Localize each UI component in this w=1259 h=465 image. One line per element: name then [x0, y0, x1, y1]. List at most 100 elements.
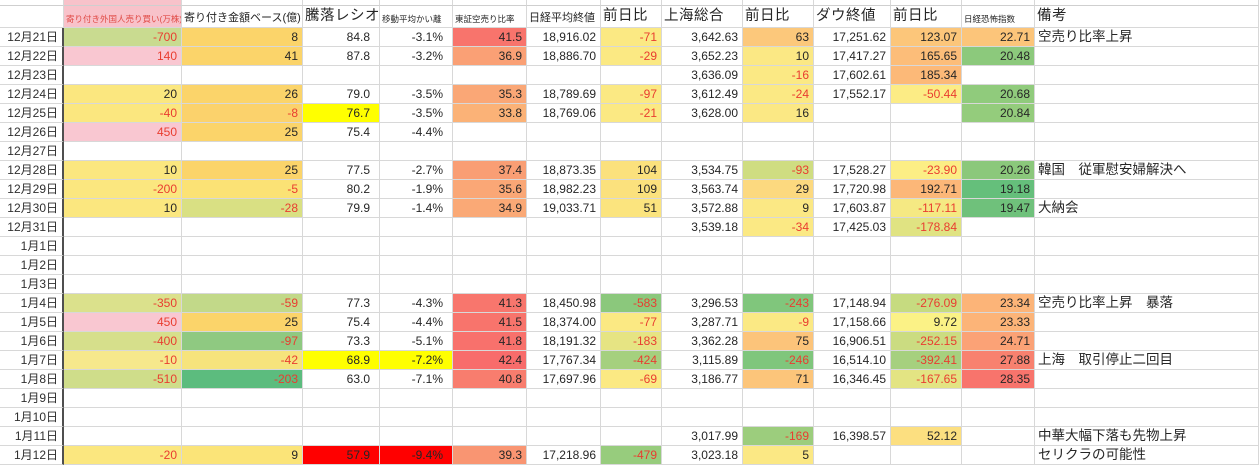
cell-ma-deviation[interactable]: -1.4%: [380, 199, 453, 218]
cell-dow-close[interactable]: 16,346.45: [814, 370, 891, 389]
cell-nikkei-close[interactable]: [527, 408, 601, 427]
cell-remarks[interactable]: [1035, 218, 1259, 237]
date-cell[interactable]: 12月22日: [0, 47, 64, 66]
date-cell[interactable]: 12月29日: [0, 180, 64, 199]
cell-shanghai-composite[interactable]: 3,642.63: [662, 28, 743, 47]
cell-open-amount-base[interactable]: -59: [182, 294, 303, 313]
cell-ma-deviation[interactable]: -3.2%: [380, 47, 453, 66]
cell-foreign-open-trades[interactable]: [64, 66, 182, 85]
cell-foreign-open-trades[interactable]: -20: [64, 446, 182, 465]
cell-dow-close[interactable]: 17,158.66: [814, 313, 891, 332]
cell-nikkei-change[interactable]: -479: [601, 446, 662, 465]
cell-dow-change[interactable]: -117.11: [891, 199, 962, 218]
cell-advance-decline-ratio[interactable]: 75.4: [303, 313, 380, 332]
cell-dow-change[interactable]: [891, 408, 962, 427]
date-cell[interactable]: 1月11日: [0, 427, 64, 446]
cell-advance-decline-ratio[interactable]: 79.0: [303, 85, 380, 104]
cell-open-amount-base[interactable]: -5: [182, 180, 303, 199]
cell-advance-decline-ratio[interactable]: [303, 237, 380, 256]
cell-dow-change[interactable]: [891, 446, 962, 465]
cell-shanghai-change[interactable]: [743, 123, 814, 142]
date-cell[interactable]: 12月21日: [0, 28, 64, 47]
cell-ma-deviation[interactable]: -3.1%: [380, 28, 453, 47]
cell-advance-decline-ratio[interactable]: 87.8: [303, 47, 380, 66]
cell-remarks[interactable]: [1035, 275, 1259, 294]
cell-foreign-open-trades[interactable]: [64, 389, 182, 408]
cell-nikkei-change[interactable]: [601, 408, 662, 427]
date-cell[interactable]: 12月30日: [0, 199, 64, 218]
cell-tse-short-ratio[interactable]: 36.9: [453, 47, 527, 66]
cell-ma-deviation[interactable]: [380, 218, 453, 237]
date-cell[interactable]: 1月4日: [0, 294, 64, 313]
cell-dow-close[interactable]: 17,602.61: [814, 66, 891, 85]
date-cell[interactable]: 12月24日: [0, 85, 64, 104]
cell-nikkei-change[interactable]: [601, 142, 662, 161]
cell-open-amount-base[interactable]: -203: [182, 370, 303, 389]
cell-tse-short-ratio[interactable]: [453, 142, 527, 161]
cell-remarks[interactable]: [1035, 313, 1259, 332]
cell-open-amount-base[interactable]: -42: [182, 351, 303, 370]
column-header-ma-deviation[interactable]: 移動平均かい離: [380, 6, 453, 28]
date-cell[interactable]: 1月9日: [0, 389, 64, 408]
column-header-open-amount-base[interactable]: 寄り付き金額ベース(億): [182, 6, 303, 28]
date-cell[interactable]: 1月1日: [0, 237, 64, 256]
date-cell[interactable]: 12月28日: [0, 161, 64, 180]
cell-ma-deviation[interactable]: -5.1%: [380, 332, 453, 351]
cell-open-amount-base[interactable]: 26: [182, 85, 303, 104]
cell-ma-deviation[interactable]: -1.9%: [380, 180, 453, 199]
cell-shanghai-change[interactable]: -16: [743, 66, 814, 85]
cell-nikkei-change[interactable]: [601, 256, 662, 275]
cell-dow-close[interactable]: 16,906.51: [814, 332, 891, 351]
cell-dow-change[interactable]: 123.07: [891, 28, 962, 47]
cell-shanghai-composite[interactable]: 3,534.75: [662, 161, 743, 180]
cell-nikkei-vix[interactable]: 23.33: [962, 313, 1035, 332]
cell-dow-change[interactable]: [891, 123, 962, 142]
cell-tse-short-ratio[interactable]: 35.6: [453, 180, 527, 199]
cell-shanghai-composite[interactable]: 3,362.28: [662, 332, 743, 351]
cell-shanghai-composite[interactable]: [662, 256, 743, 275]
date-cell[interactable]: 1月6日: [0, 332, 64, 351]
cell-remarks[interactable]: 空売り比率上昇: [1035, 28, 1259, 47]
cell-dow-close[interactable]: [814, 408, 891, 427]
cell-foreign-open-trades[interactable]: 450: [64, 313, 182, 332]
cell-open-amount-base[interactable]: 25: [182, 313, 303, 332]
cell-dow-close[interactable]: [814, 123, 891, 142]
cell-open-amount-base[interactable]: -8: [182, 104, 303, 123]
cell-nikkei-change[interactable]: [601, 66, 662, 85]
cell-dow-close[interactable]: 16,398.57: [814, 427, 891, 446]
cell-tse-short-ratio[interactable]: 37.4: [453, 161, 527, 180]
cell-remarks[interactable]: [1035, 85, 1259, 104]
cell-shanghai-composite[interactable]: 3,115.89: [662, 351, 743, 370]
cell-remarks[interactable]: 韓国 従軍慰安婦解決へ: [1035, 161, 1259, 180]
cell-shanghai-composite[interactable]: 3,628.00: [662, 104, 743, 123]
cell-foreign-open-trades[interactable]: [64, 427, 182, 446]
cell-dow-change[interactable]: -167.65: [891, 370, 962, 389]
cell-shanghai-change[interactable]: 71: [743, 370, 814, 389]
cell-dow-change[interactable]: [891, 275, 962, 294]
cell-dow-close[interactable]: [814, 446, 891, 465]
cell-shanghai-composite[interactable]: 3,017.99: [662, 427, 743, 446]
cell-foreign-open-trades[interactable]: [64, 142, 182, 161]
cell-shanghai-change[interactable]: -93: [743, 161, 814, 180]
cell-dow-change[interactable]: 52.12: [891, 427, 962, 446]
cell-advance-decline-ratio[interactable]: 84.8: [303, 28, 380, 47]
cell-nikkei-change[interactable]: -183: [601, 332, 662, 351]
cell-nikkei-change[interactable]: -71: [601, 28, 662, 47]
column-header-advance-decline-ratio[interactable]: 騰落レシオ: [303, 6, 380, 28]
cell-open-amount-base[interactable]: -28: [182, 199, 303, 218]
cell-dow-close[interactable]: 17,552.17: [814, 85, 891, 104]
cell-open-amount-base[interactable]: 41: [182, 47, 303, 66]
cell-tse-short-ratio[interactable]: 35.3: [453, 85, 527, 104]
date-cell[interactable]: 12月23日: [0, 66, 64, 85]
cell-dow-change[interactable]: -23.90: [891, 161, 962, 180]
cell-dow-change[interactable]: [891, 389, 962, 408]
cell-foreign-open-trades[interactable]: -10: [64, 351, 182, 370]
cell-open-amount-base[interactable]: [182, 275, 303, 294]
cell-foreign-open-trades[interactable]: [64, 275, 182, 294]
cell-nikkei-close[interactable]: 18,789.69: [527, 85, 601, 104]
cell-nikkei-close[interactable]: [527, 142, 601, 161]
cell-shanghai-change[interactable]: 5: [743, 446, 814, 465]
cell-foreign-open-trades[interactable]: -350: [64, 294, 182, 313]
cell-shanghai-change[interactable]: 10: [743, 47, 814, 66]
cell-shanghai-composite[interactable]: [662, 408, 743, 427]
